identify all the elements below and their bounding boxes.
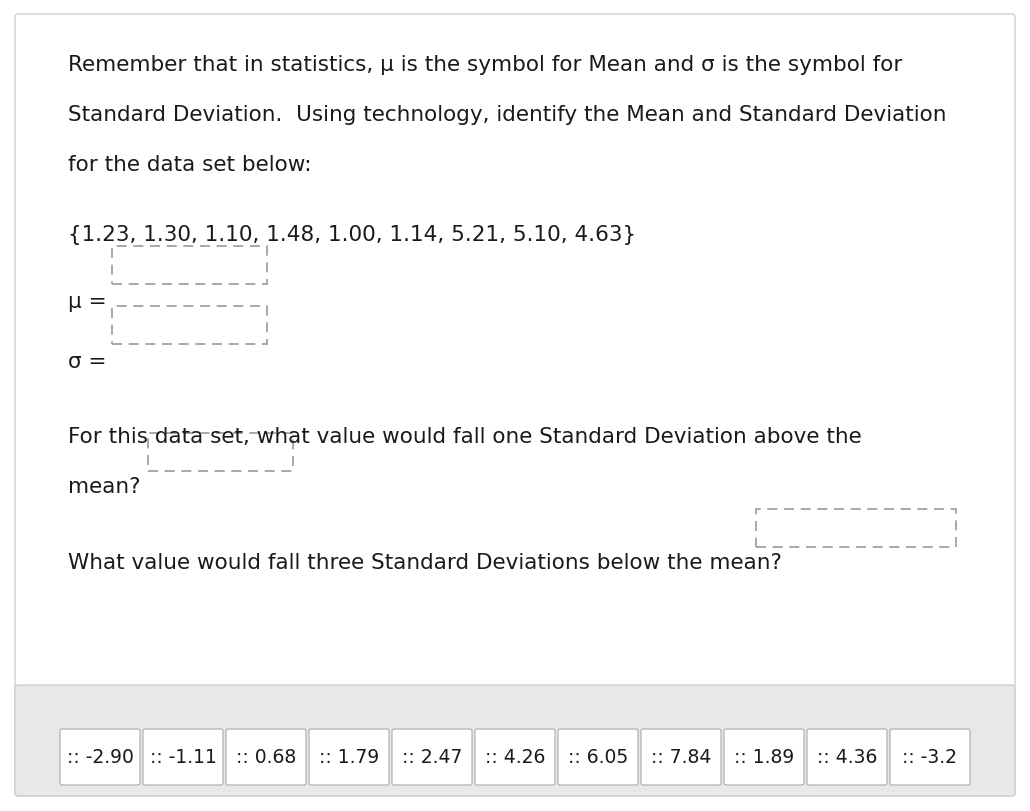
FancyBboxPatch shape bbox=[148, 433, 293, 471]
FancyBboxPatch shape bbox=[392, 729, 472, 785]
Text: for the data set below:: for the data set below: bbox=[68, 155, 311, 175]
Text: For this data set, what value would fall one Standard Deviation above the: For this data set, what value would fall… bbox=[68, 427, 862, 446]
FancyBboxPatch shape bbox=[112, 307, 267, 345]
FancyBboxPatch shape bbox=[60, 729, 140, 785]
Text: :: -1.11: :: -1.11 bbox=[149, 748, 216, 766]
FancyBboxPatch shape bbox=[890, 729, 970, 785]
FancyBboxPatch shape bbox=[309, 729, 389, 785]
Text: :: -3.2: :: -3.2 bbox=[902, 748, 958, 766]
FancyBboxPatch shape bbox=[756, 509, 956, 547]
Text: :: 6.05: :: 6.05 bbox=[568, 748, 628, 766]
Text: :: 4.26: :: 4.26 bbox=[485, 748, 545, 766]
FancyBboxPatch shape bbox=[475, 729, 555, 785]
FancyBboxPatch shape bbox=[226, 729, 306, 785]
Text: {1.23, 1.30, 1.10, 1.48, 1.00, 1.14, 5.21, 5.10, 4.63}: {1.23, 1.30, 1.10, 1.48, 1.00, 1.14, 5.2… bbox=[68, 225, 637, 245]
Text: :: 0.68: :: 0.68 bbox=[236, 748, 297, 766]
FancyBboxPatch shape bbox=[15, 15, 1015, 796]
FancyBboxPatch shape bbox=[18, 689, 1012, 793]
Text: :: 2.47: :: 2.47 bbox=[402, 748, 462, 766]
Text: Standard Deviation.  Using technology, identify the Mean and Standard Deviation: Standard Deviation. Using technology, id… bbox=[68, 105, 947, 125]
FancyBboxPatch shape bbox=[15, 685, 1015, 796]
Text: σ =: σ = bbox=[68, 351, 106, 371]
Text: :: 1.79: :: 1.79 bbox=[319, 748, 379, 766]
Text: Remember that in statistics, μ is the symbol for Mean and σ is the symbol for: Remember that in statistics, μ is the sy… bbox=[68, 55, 902, 75]
Text: :: 4.36: :: 4.36 bbox=[817, 748, 878, 766]
FancyBboxPatch shape bbox=[143, 729, 224, 785]
FancyBboxPatch shape bbox=[806, 729, 887, 785]
FancyBboxPatch shape bbox=[724, 729, 804, 785]
Text: :: 1.89: :: 1.89 bbox=[733, 748, 794, 766]
FancyBboxPatch shape bbox=[112, 247, 267, 285]
Text: :: 7.84: :: 7.84 bbox=[651, 748, 711, 766]
FancyBboxPatch shape bbox=[558, 729, 638, 785]
Text: mean?: mean? bbox=[68, 476, 140, 496]
Text: What value would fall three Standard Deviations below the mean?: What value would fall three Standard Dev… bbox=[68, 552, 782, 573]
FancyBboxPatch shape bbox=[641, 729, 721, 785]
Text: :: -2.90: :: -2.90 bbox=[67, 748, 134, 766]
Text: μ =: μ = bbox=[68, 292, 107, 311]
